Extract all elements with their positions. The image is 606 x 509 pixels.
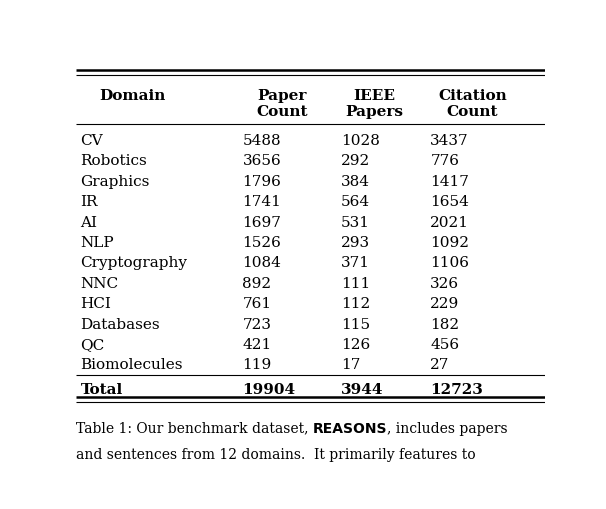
Text: 1417: 1417 [430,175,469,188]
Text: 1092: 1092 [430,236,469,249]
Text: 5488: 5488 [242,133,281,148]
Text: 17: 17 [341,358,361,372]
Text: Citation
Count: Citation Count [438,89,507,119]
Text: 119: 119 [242,358,271,372]
Text: 531: 531 [341,215,370,229]
Text: Paper
Count: Paper Count [257,89,308,119]
Text: 1654: 1654 [430,195,469,209]
Text: REASONS: REASONS [313,421,387,435]
Text: 1084: 1084 [242,256,281,270]
Text: 182: 182 [430,317,459,331]
Text: 111: 111 [341,276,370,290]
Text: Robotics: Robotics [81,154,147,168]
Text: 456: 456 [430,337,459,351]
Text: 1106: 1106 [430,256,469,270]
Text: Databases: Databases [81,317,160,331]
Text: NNC: NNC [81,276,119,290]
Text: 115: 115 [341,317,370,331]
Text: IEEE
Papers: IEEE Papers [345,89,403,119]
Text: Table 1: Our benchmark dataset,: Table 1: Our benchmark dataset, [76,421,313,435]
Text: 19904: 19904 [242,382,296,396]
Text: 1697: 1697 [242,215,281,229]
Text: 564: 564 [341,195,370,209]
Text: 292: 292 [341,154,370,168]
Text: 112: 112 [341,297,370,310]
Text: Total: Total [81,382,122,396]
Text: 1028: 1028 [341,133,380,148]
Text: QC: QC [81,337,105,351]
Text: 3656: 3656 [242,154,281,168]
Text: Graphics: Graphics [81,175,150,188]
Text: 3437: 3437 [430,133,469,148]
Text: and sentences from 12 domains.  It primarily features to: and sentences from 12 domains. It primar… [76,447,475,462]
Text: 229: 229 [430,297,459,310]
Text: 371: 371 [341,256,370,270]
Text: 421: 421 [242,337,271,351]
Text: 126: 126 [341,337,370,351]
Text: , includes papers: , includes papers [387,421,508,435]
Text: Cryptography: Cryptography [81,256,187,270]
Text: IR: IR [81,195,98,209]
Text: 723: 723 [242,317,271,331]
Text: 761: 761 [242,297,271,310]
Text: AI: AI [81,215,98,229]
Text: 1796: 1796 [242,175,281,188]
Text: 1526: 1526 [242,236,281,249]
Text: 892: 892 [242,276,271,290]
Text: 3944: 3944 [341,382,384,396]
Text: 12723: 12723 [430,382,483,396]
Text: CV: CV [81,133,103,148]
Text: Biomolecules: Biomolecules [81,358,183,372]
Text: 776: 776 [430,154,459,168]
Text: 27: 27 [430,358,450,372]
Text: 2021: 2021 [430,215,469,229]
Text: 384: 384 [341,175,370,188]
Text: 1741: 1741 [242,195,281,209]
Text: 326: 326 [430,276,459,290]
Text: 293: 293 [341,236,370,249]
Text: NLP: NLP [81,236,114,249]
Text: Domain: Domain [99,89,165,102]
Text: HCI: HCI [81,297,112,310]
